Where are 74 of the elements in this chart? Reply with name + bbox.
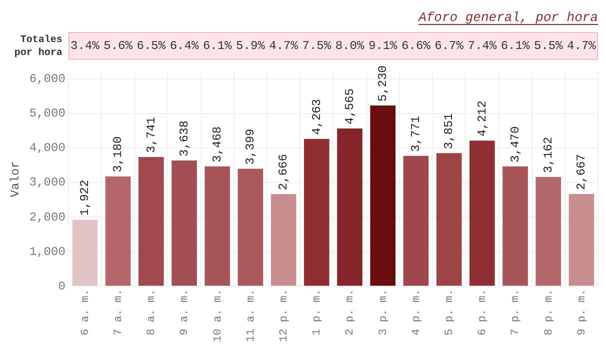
y-tick-label: 0	[58, 279, 66, 294]
data-label: 4,263	[310, 98, 324, 135]
data-label: 5,230	[376, 65, 390, 102]
x-tick-label: 8 a. m.	[146, 289, 158, 336]
data-label: 1,922	[78, 180, 92, 216]
chart-title: Aforo general, por hora	[418, 10, 598, 25]
data-label: 3,468	[210, 126, 225, 162]
x-tick-label: 8 p. m.	[543, 289, 556, 336]
text: Totales por hora	[14, 34, 62, 60]
bar	[502, 166, 528, 286]
data-label: 3,399	[244, 128, 258, 165]
bar	[304, 138, 330, 286]
x-tick-label: 1 p. m.	[312, 289, 324, 336]
bar	[270, 194, 296, 286]
bar	[105, 176, 131, 286]
y-tick-label: 6,000	[29, 72, 66, 86]
bar	[568, 194, 594, 286]
text: 5.6%	[104, 39, 134, 54]
text: 7.4%	[468, 39, 498, 54]
data-label: 3,851	[442, 113, 456, 150]
x-tick-label: 9 a. m.	[179, 289, 192, 336]
text: 6.1%	[202, 39, 233, 54]
text: 6.4%	[170, 39, 200, 54]
y-tick-label: 3,000	[29, 176, 66, 190]
data-label: 3,180	[111, 136, 126, 172]
x-tick-label: 7 p. m.	[510, 289, 522, 336]
text: 6.7%	[434, 39, 464, 54]
data-label: 3,771	[409, 116, 424, 152]
data-label: 4,212	[475, 100, 490, 137]
x-tick-label: 6 p. m.	[477, 289, 490, 336]
text: 6.5%	[136, 39, 166, 54]
text: 4.7%	[567, 39, 597, 54]
text: 6.6%	[402, 39, 432, 54]
bar	[172, 160, 197, 286]
x-tick-label: 11 a. m.	[245, 289, 258, 342]
text: 6.1%	[500, 39, 530, 54]
text: 8.0%	[335, 39, 365, 54]
y-axis-title: Valor	[8, 161, 22, 198]
bar	[536, 176, 562, 286]
data-label: 3,741	[144, 116, 158, 153]
text: 5.5%	[534, 39, 564, 54]
data-label: 3,162	[542, 136, 556, 173]
text: 9.1%	[368, 39, 398, 54]
text: 5.9%	[236, 39, 266, 54]
bar	[403, 156, 429, 286]
text: 3.4%	[70, 39, 100, 54]
x-tick-label: 4 p. m.	[410, 289, 423, 336]
x-tick-label: 10 a. m.	[212, 289, 224, 342]
bar	[138, 156, 164, 286]
x-tick-label: 5 p. m.	[444, 289, 456, 336]
bar	[238, 168, 264, 286]
y-tick-label: 2,000	[29, 210, 66, 224]
data-label: 4,565	[342, 88, 357, 124]
data-label: 2,667	[574, 154, 589, 190]
y-tick-label: 1,000	[29, 244, 66, 259]
x-tick-label: 2 p. m.	[344, 289, 357, 336]
text: 4.7%	[269, 39, 299, 54]
bar	[204, 166, 230, 286]
x-tick-label: 3 p. m.	[378, 289, 390, 336]
bar	[469, 140, 495, 286]
y-tick-label: 5,000	[29, 106, 66, 121]
x-tick-label: 6 a. m.	[80, 289, 92, 336]
x-tick-label: 12 p. m.	[278, 289, 290, 342]
bar	[436, 153, 462, 286]
data-label: 2,666	[276, 154, 291, 190]
x-tick-label: 7 a. m.	[112, 289, 125, 336]
y-tick-label: 4,000	[29, 141, 66, 156]
data-label: 3,470	[508, 126, 522, 162]
x-tick-label: 9 p. m.	[576, 289, 588, 336]
bar	[337, 128, 362, 286]
bar	[370, 106, 396, 286]
text: 7.5%	[302, 39, 332, 54]
bar	[72, 220, 98, 286]
data-label: 3,638	[177, 120, 192, 157]
